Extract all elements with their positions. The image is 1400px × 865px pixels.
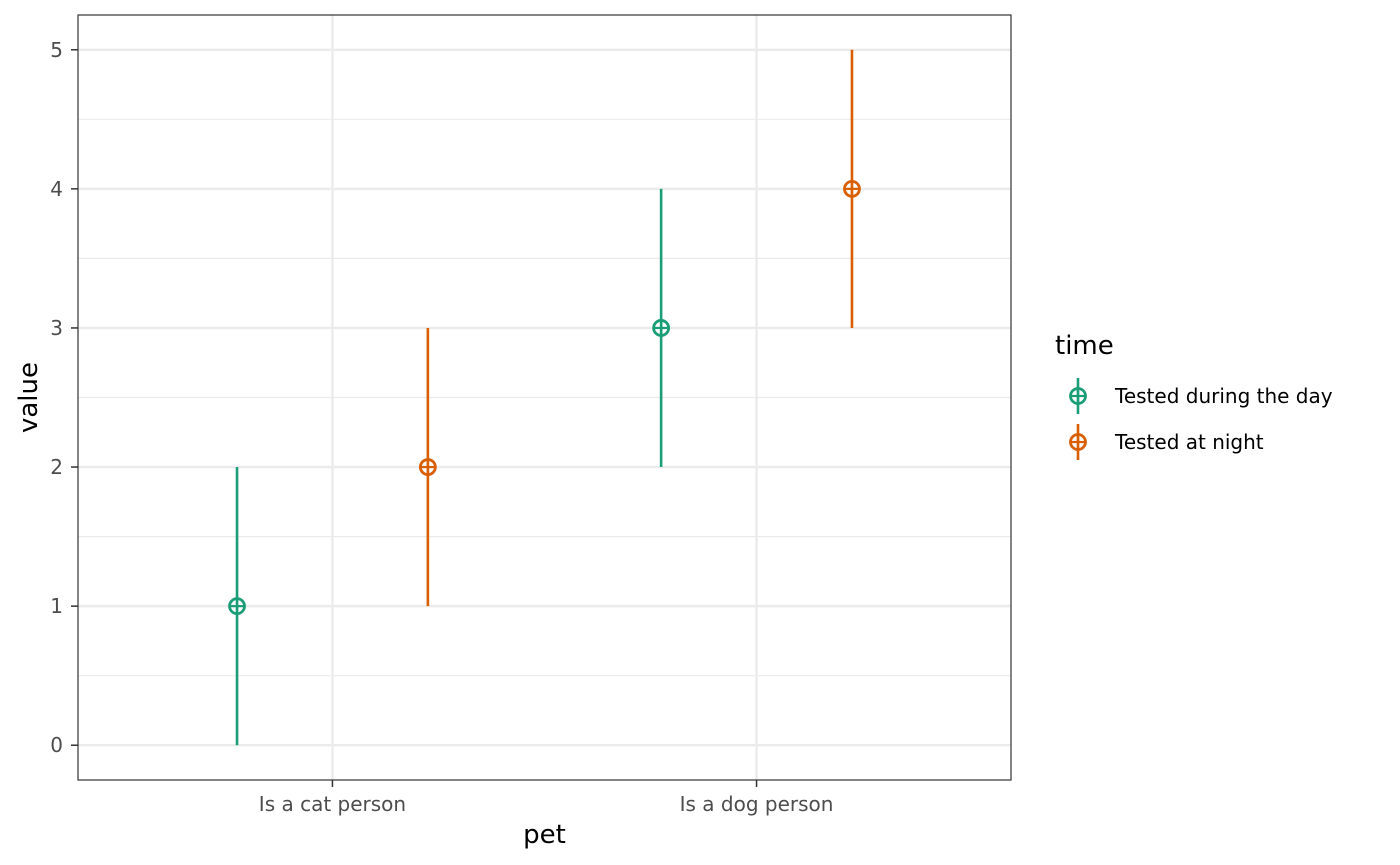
data-point: [843, 179, 861, 198]
legend-label: Tested during the day: [1114, 384, 1333, 408]
legend-label: Tested at night: [1114, 430, 1264, 454]
x-axis-title: pet: [523, 820, 566, 850]
legend-key-marker: [1069, 387, 1087, 405]
y-tick-label: 2: [50, 455, 63, 479]
legend-item: Tested during the day: [1069, 378, 1333, 414]
legend: time Tested during the day Tested at nigh…: [1055, 331, 1333, 460]
data-point: [228, 597, 246, 616]
plot-border: [77, 14, 1012, 781]
y-tick-label: 1: [50, 594, 63, 618]
legend-title: time: [1055, 331, 1114, 361]
grid-minor: [78, 118, 1011, 677]
y-tick-label: 3: [50, 316, 63, 340]
legend-item: Tested at night: [1069, 424, 1264, 460]
data-point: [418, 458, 437, 476]
legend-items: Tested during the day Tested at night: [1069, 378, 1333, 460]
x-tick-label: Is a cat person: [259, 792, 406, 816]
x-axis: Is a cat person Is a dog person: [259, 780, 834, 816]
points: [228, 179, 861, 616]
x-tick-label: Is a dog person: [680, 792, 834, 816]
y-axis-title: value: [14, 362, 44, 433]
y-tick-label: 5: [50, 38, 63, 62]
y-axis: 0 1 2 3 4 5: [50, 38, 78, 757]
data-point: [652, 319, 671, 337]
legend-key-marker: [1069, 433, 1087, 451]
y-tick-label: 4: [50, 177, 63, 201]
y-tick-label: 0: [50, 733, 63, 757]
grid-major: [78, 15, 1011, 780]
